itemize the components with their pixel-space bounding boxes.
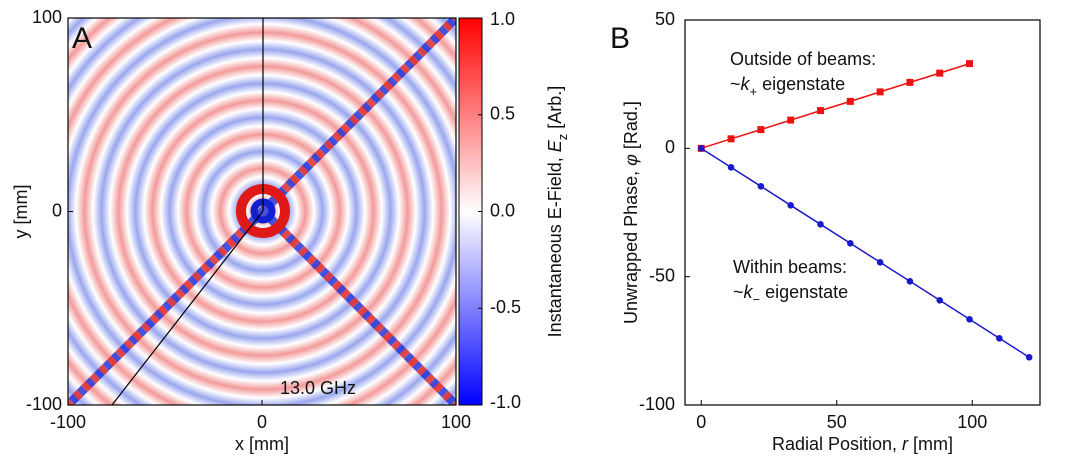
text-part: +: [750, 84, 758, 99]
text-part: r: [902, 434, 909, 454]
marker: [966, 60, 974, 68]
text-part: ~: [733, 282, 744, 302]
marker: [757, 183, 765, 190]
text-part: Instantaneous E-Field,: [545, 152, 565, 337]
colorbar-tick-label: -0.5: [490, 297, 521, 317]
x-tick-label: 0: [257, 412, 267, 432]
colorbar-tick-label: -1.0: [490, 392, 521, 412]
marker: [757, 126, 765, 134]
marker: [936, 296, 944, 304]
text-part: k: [744, 282, 754, 302]
y-tick-label: -100: [639, 394, 675, 414]
text-part: k: [741, 74, 751, 94]
x-axis-label: Radial Position, r [mm]: [772, 434, 953, 454]
y-tick-label: 50: [655, 9, 675, 29]
text-part: Radial Position,: [772, 434, 902, 454]
text-part: Unwrapped Phase,: [621, 166, 641, 324]
beam: [259, 207, 456, 405]
marker: [847, 240, 854, 247]
series-line: [700, 147, 1030, 358]
marker: [906, 277, 914, 285]
y-tick-label: 100: [32, 7, 62, 27]
text-part: φ: [621, 154, 641, 166]
beams: [68, 18, 456, 405]
text-part: [Rad.]: [621, 101, 641, 154]
y-tick-label: -50: [649, 265, 675, 285]
text-part: [mm]: [908, 434, 953, 454]
text-part: E: [545, 139, 565, 152]
colorbar-tick-label: 0.5: [490, 104, 515, 124]
x-tick-label: 100: [441, 412, 471, 432]
y-axis-label: y [mm]: [11, 185, 31, 239]
marker: [876, 258, 884, 266]
text-part: [Arb.]: [545, 86, 565, 134]
text-part: eigenstate: [760, 282, 848, 302]
x-tick-label: -100: [50, 412, 86, 432]
annotation: Within beams:: [733, 257, 847, 277]
annotation: ~k− eigenstate: [733, 282, 848, 307]
marker: [936, 69, 944, 77]
marker: [816, 107, 824, 115]
x-tick-label: 0: [696, 412, 706, 432]
beam: [68, 207, 267, 405]
colorbar-tick-label: 0.0: [490, 200, 515, 220]
marker: [787, 116, 795, 124]
text-part: z: [555, 134, 570, 141]
annotation: Outside of beams:: [730, 49, 876, 69]
marker: [697, 145, 705, 152]
text-part: −: [753, 292, 761, 307]
panel-label: A: [72, 22, 92, 55]
marker: [876, 88, 884, 96]
frequency-label: 13.0 GHz: [280, 378, 356, 398]
marker: [727, 164, 735, 171]
field-map: [68, 18, 456, 405]
x-tick-label: 100: [957, 412, 987, 432]
annotation: ~k+ eigenstate: [730, 74, 845, 99]
marker: [1025, 353, 1033, 361]
frame: [684, 19, 1041, 406]
beam: [259, 18, 456, 215]
text-part: ~: [730, 74, 741, 94]
marker: [996, 334, 1003, 342]
marker: [846, 97, 854, 105]
marker: [787, 202, 794, 209]
beam: [259, 18, 456, 215]
y-axis-label: Unwrapped Phase, φ [Rad.]: [621, 101, 641, 324]
y-tick-label: 0: [665, 137, 675, 157]
panel-label: B: [610, 22, 630, 55]
marker: [906, 78, 914, 86]
marker: [817, 221, 824, 228]
marker: [966, 315, 973, 323]
beam: [68, 207, 267, 405]
colorbar-tick-label: 1.0: [490, 9, 515, 29]
series-line: [701, 62, 970, 150]
text-part: eigenstate: [757, 74, 845, 94]
cut-line: [111, 210, 264, 405]
x-tick-label: 50: [827, 412, 847, 432]
marker: [727, 135, 735, 143]
x-axis-label: x [mm]: [235, 434, 289, 454]
beam: [259, 207, 456, 405]
y-tick-label: -100: [26, 394, 62, 414]
y-tick-label: 0: [52, 200, 62, 220]
colorbar-label: Instantaneous E-Field, Ez [Arb.]: [545, 86, 570, 338]
